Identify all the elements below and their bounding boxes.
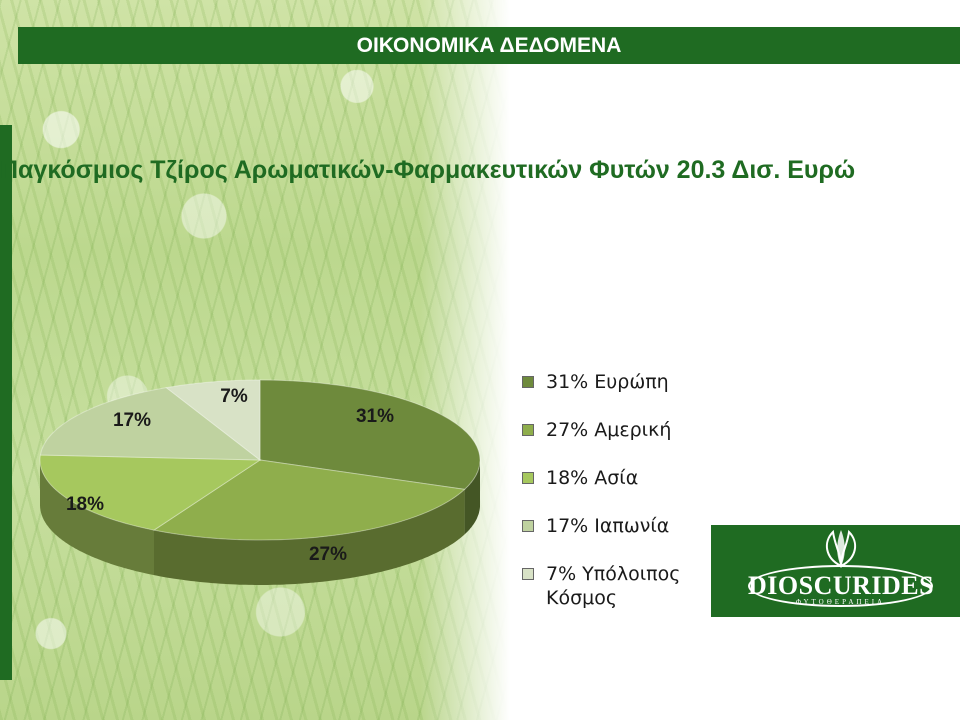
legend-label: 31% Ευρώπη: [546, 371, 669, 393]
logo-oval: [748, 565, 933, 607]
pie-slice-side: [464, 460, 480, 535]
legend-label: 17% Ιαπωνία: [546, 515, 670, 537]
legend-item: 27% Αμερική: [520, 418, 705, 442]
pie-data-label: 17%: [113, 410, 151, 431]
pie-slice: [39, 387, 262, 461]
header-title: ΟΙΚΟΝΟΜΙΚΑ ΔΕΔΟΜΕΝΑ: [356, 34, 622, 57]
legend-item: 17% Ιαπωνία: [520, 514, 705, 538]
pie-slice: [39, 454, 262, 531]
legend-swatch: [522, 424, 534, 436]
pie-data-label: 31%: [356, 406, 394, 427]
pie-chart: 31% 27% 18% 17% 7%: [39, 379, 481, 585]
legend-swatch: [522, 568, 534, 580]
dioscurides-logo: DIOSCURIDES ΦΥΤΟΘΕΡΑΠΕΙΑ: [711, 525, 960, 617]
leaf-icon: [825, 529, 857, 568]
pie-slice-side: [40, 460, 154, 576]
chart-title: Παγκόσμιος Τζίρος Αρωματικών-Φαρμακευτικ…: [0, 156, 856, 184]
legend-swatch: [522, 472, 534, 484]
legend-item: 7% Υπόλοιπος Κόσμος: [520, 562, 705, 610]
left-accent-bar: [0, 125, 12, 680]
pie-slice: [165, 379, 261, 462]
legend-item: 31% Ευρώπη: [520, 370, 705, 394]
legend-label: 18% Ασία: [546, 467, 639, 489]
legend-swatch: [522, 376, 534, 388]
pie-data-label: 27%: [309, 544, 347, 565]
pie-slice: [152, 459, 466, 541]
background-fade: [420, 0, 510, 720]
pie-data-label: 7%: [220, 386, 248, 407]
legend-item: 18% Ασία: [520, 466, 705, 490]
chart-legend: 31% Ευρώπη 27% Αμερική 18% Ασία 17% Ιαπω…: [520, 370, 705, 634]
header-band: [18, 27, 960, 64]
pie-slice: [259, 379, 481, 490]
pie-data-label: 18%: [66, 494, 104, 515]
logo-name: DIOSCURIDES: [748, 571, 935, 600]
legend-label: 7% Υπόλοιπος Κόσμος: [546, 563, 681, 609]
legend-label: 27% Αμερική: [546, 419, 672, 441]
pie-slice-side: [154, 489, 465, 585]
logo-subtitle: ΦΥΤΟΘΕΡΑΠΕΙΑ: [795, 598, 886, 606]
legend-swatch: [522, 520, 534, 532]
